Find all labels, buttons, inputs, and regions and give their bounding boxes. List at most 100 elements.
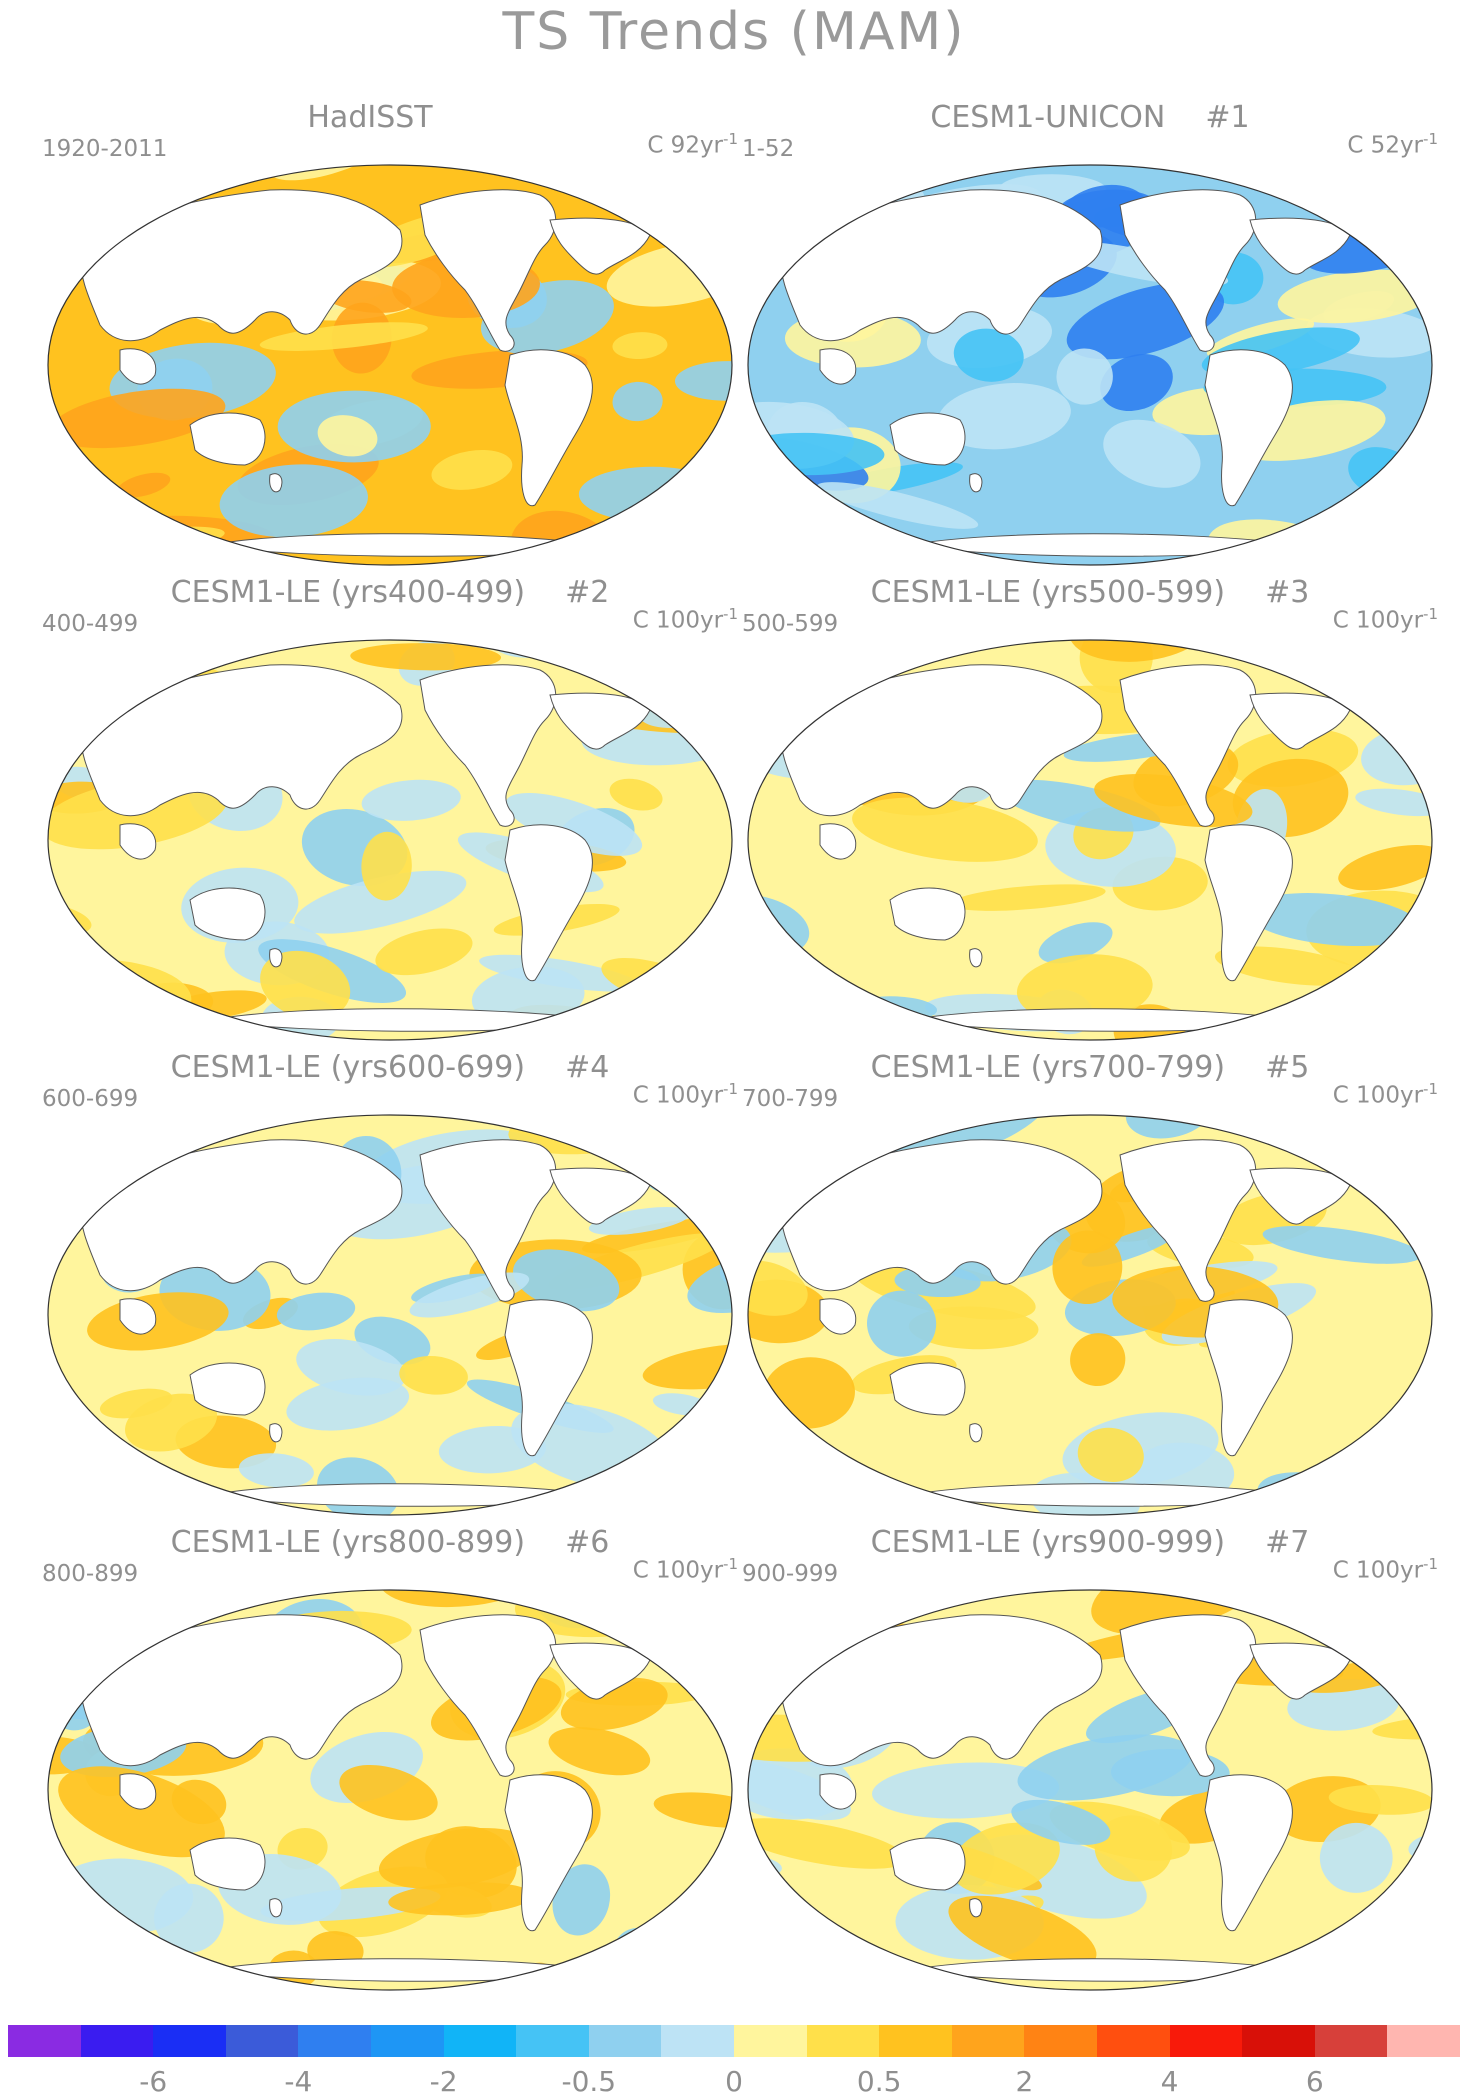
trend-anomaly-patch xyxy=(138,1493,239,1520)
panel-period: 800-899 xyxy=(42,1561,138,1587)
trend-anomaly-patch xyxy=(740,537,820,570)
map-panel-unicon: CESM1-UNICON#1 1-52 C 52yr-1 xyxy=(740,100,1440,570)
trend-anomaly-patch xyxy=(747,1479,871,1520)
colorbar-swatch xyxy=(734,2025,807,2057)
colorbar-tick-label: 2 xyxy=(1015,2065,1033,2098)
map-panel-le-400: CESM1-LE (yrs400-499)#2 400-499 C 100yr-… xyxy=(40,575,740,1045)
colorbar-tick-label: -4 xyxy=(284,2065,312,2098)
panel-period: 500-599 xyxy=(742,611,838,637)
colorbar-swatch xyxy=(298,2025,371,2057)
colorbar-swatch xyxy=(81,2025,154,2057)
colorbar-swatch xyxy=(1024,2025,1097,2057)
ocean-field xyxy=(40,160,740,570)
trend-anomaly-patch xyxy=(1221,160,1354,186)
land-mask xyxy=(970,474,982,492)
trend-anomaly-patch xyxy=(140,1110,265,1120)
colorbar-swatch xyxy=(807,2025,880,2057)
trend-anomaly-patch xyxy=(99,525,154,570)
ocean-field xyxy=(740,1110,1440,1520)
map-panel-hadisst: HadISST 1920-2011 C 92yr-1 xyxy=(40,100,740,570)
panel-title: CESM1-UNICON#1 xyxy=(740,100,1440,135)
ocean-field xyxy=(740,160,1440,570)
map-panel-le-500: CESM1-LE (yrs500-599)#3 500-599 C 100yr-… xyxy=(740,575,1440,1045)
colorbar-swatch xyxy=(153,2025,226,2057)
colorbar-swatch xyxy=(661,2025,734,2057)
trend-anomaly-patch xyxy=(94,522,226,557)
map-panel-le-900: CESM1-LE (yrs900-999)#7 900-999 C 100yr-… xyxy=(740,1525,1440,1995)
trend-anomaly-patch xyxy=(557,160,618,174)
world-map-robinson xyxy=(740,1110,1440,1520)
colorbar-swatch xyxy=(879,2025,952,2057)
map-panel-le-700: CESM1-LE (yrs700-799)#5 700-799 C 100yr-… xyxy=(740,1050,1440,1520)
ocean-field xyxy=(740,1585,1440,1995)
ocean-field xyxy=(740,635,1440,1045)
colorbar-swatch xyxy=(589,2025,662,2057)
trend-anomaly-patch xyxy=(1248,160,1385,188)
panel-period: 700-799 xyxy=(742,1086,838,1112)
trend-anomaly-patch xyxy=(740,635,829,658)
trend-anomaly-patch xyxy=(1292,1585,1440,1637)
world-map-robinson xyxy=(740,1585,1440,1995)
world-map-robinson xyxy=(40,160,740,570)
trend-anomaly-patch xyxy=(647,957,740,1025)
ocean-field xyxy=(40,1110,740,1520)
land-mask xyxy=(270,474,282,492)
colorbar-swatch xyxy=(371,2025,444,2057)
map-panel-le-600: CESM1-LE (yrs600-699)#4 600-699 C 100yr-… xyxy=(40,1050,740,1520)
trend-anomaly-patch xyxy=(755,1010,873,1045)
colorbar-tick-label: 6 xyxy=(1306,2065,1324,2098)
trend-anomaly-patch xyxy=(40,1810,51,1891)
panel-units: C 100yr-1 xyxy=(633,1555,738,1584)
trend-anomaly-patch xyxy=(40,262,69,309)
trend-anomaly-patch xyxy=(740,806,744,878)
land-mask xyxy=(270,1899,282,1917)
world-map-robinson xyxy=(740,160,1440,570)
ocean-field xyxy=(40,1585,740,1995)
colorbar-tick-label: -0.5 xyxy=(561,2065,616,2098)
panel-units: C 100yr-1 xyxy=(1333,605,1438,634)
world-map-robinson xyxy=(40,635,740,1045)
trend-anomaly-patch xyxy=(740,1935,819,1992)
colorbar-swatch xyxy=(1097,2025,1170,2057)
trend-anomaly-patch xyxy=(579,466,727,522)
world-map-robinson xyxy=(40,1110,740,1520)
panel-period: 400-499 xyxy=(42,611,138,637)
colorbar-swatch xyxy=(516,2025,589,2057)
trend-anomaly-patch xyxy=(637,1968,717,1995)
trend-anomaly-patch xyxy=(40,510,112,570)
map-panel-le-800: CESM1-LE (yrs800-899)#6 800-899 C 100yr-… xyxy=(40,1525,740,1995)
colorbar-boxes xyxy=(8,2025,1460,2057)
panel-units: C 100yr-1 xyxy=(1333,1555,1438,1584)
colorbar-swatch xyxy=(952,2025,1025,2057)
trend-anomaly-patch xyxy=(153,567,225,570)
colorbar-tick-label: -6 xyxy=(139,2065,167,2098)
trend-anomaly-patch xyxy=(631,670,740,709)
colorbar-tick-label: 4 xyxy=(1161,2065,1179,2098)
world-map-robinson xyxy=(40,1585,740,1995)
trend-anomaly-patch xyxy=(657,1585,740,1614)
colorbar-swatch xyxy=(444,2025,517,2057)
panel-title: HadISST xyxy=(40,100,740,135)
figure-title: TS Trends (MAM) xyxy=(0,2,1468,62)
world-map-robinson xyxy=(740,635,1440,1045)
trend-anomaly-patch xyxy=(74,995,205,1045)
colorbar-tick-label: 0 xyxy=(725,2065,743,2098)
panel-units: C 100yr-1 xyxy=(633,1080,738,1109)
trend-anomaly-patch xyxy=(1280,1110,1386,1157)
ocean-field xyxy=(40,635,740,1045)
trend-anomaly-patch xyxy=(1351,186,1425,230)
panel-units: C 52yr-1 xyxy=(1347,130,1438,159)
colorbar-swatch xyxy=(1242,2025,1315,2057)
colorbar-swatch xyxy=(1387,2025,1460,2057)
land-mask xyxy=(970,1899,982,1917)
trend-anomaly-patch xyxy=(778,545,899,570)
trend-anomaly-patch xyxy=(1247,1585,1333,1617)
colorbar-swatch xyxy=(226,2025,299,2057)
trend-anomaly-patch xyxy=(40,545,174,570)
trend-anomaly-patch xyxy=(83,1585,159,1625)
panel-units: C 100yr-1 xyxy=(633,605,738,634)
land-mask xyxy=(270,1424,282,1442)
colorbar-swatch xyxy=(8,2025,81,2057)
